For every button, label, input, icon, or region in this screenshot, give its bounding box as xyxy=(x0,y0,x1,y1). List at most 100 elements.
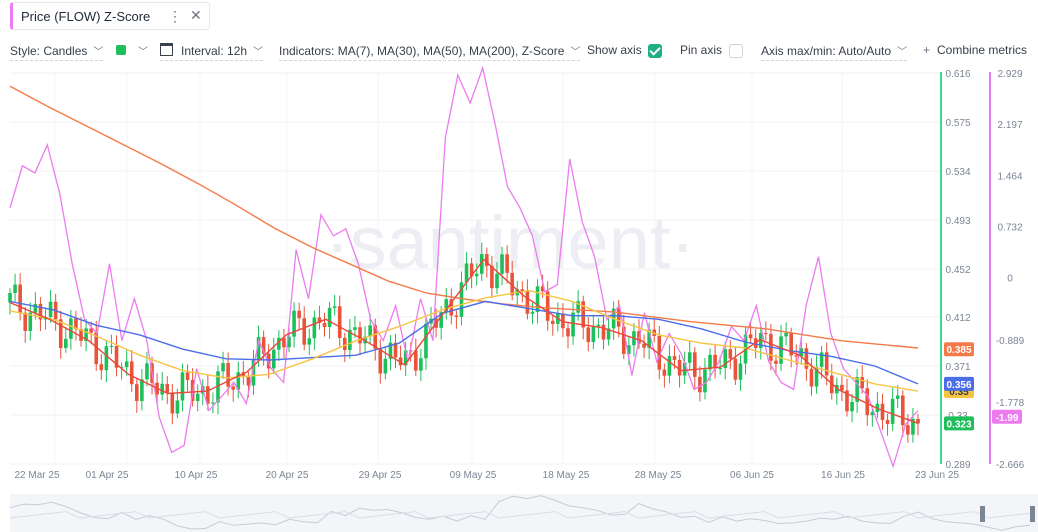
price-tick-label: 0.493 xyxy=(945,216,970,227)
axis-maxmin-dropdown[interactable]: Axis max/min: Auto/Auto ﹀ xyxy=(761,43,908,61)
zscore-tick-label: -2.666 xyxy=(996,460,1025,471)
candle-body xyxy=(135,384,139,402)
navigator-background xyxy=(10,494,1038,532)
candle-body xyxy=(454,315,459,317)
candle-body xyxy=(840,384,844,391)
candle-body xyxy=(348,329,352,351)
candle-body xyxy=(535,286,540,312)
value-badge-zscore-text: -1.99 xyxy=(996,413,1019,424)
interval-dropdown[interactable]: Interval: 12h ﹀ xyxy=(160,43,264,61)
zscore-tick-label: -0.889 xyxy=(996,336,1025,347)
value-badge-zscore xyxy=(992,409,1022,424)
candle-body xyxy=(916,418,920,424)
candle-body xyxy=(545,291,550,321)
candle-body xyxy=(865,388,870,416)
candle-body xyxy=(388,342,393,359)
candle-body xyxy=(317,317,322,323)
candle-body xyxy=(236,372,241,390)
candle-body xyxy=(261,337,266,354)
zscore-tick-label: 2.197 xyxy=(997,120,1022,131)
candle-body xyxy=(561,313,565,329)
candle-body xyxy=(13,284,17,294)
candle-body xyxy=(444,299,449,313)
candle-body xyxy=(185,372,190,381)
candle-body xyxy=(855,377,859,402)
candle-body xyxy=(206,386,210,404)
navigator[interactable] xyxy=(9,494,1038,532)
pin-axis-checkbox[interactable] xyxy=(729,44,743,58)
indicators-dropdown[interactable]: Indicators: MA(7), MA(30), MA(50), MA(20… xyxy=(279,43,581,61)
chart-toolbar: Style: Candles ﹀ ﹀ Interval: 12h ﹀ Indicat… xyxy=(0,40,1038,62)
candle-body xyxy=(748,334,753,339)
candle-body xyxy=(647,329,651,348)
candle-body xyxy=(576,301,580,313)
candle-body xyxy=(672,356,677,360)
candle-body xyxy=(677,359,682,376)
candle-body xyxy=(160,383,164,395)
candle-body xyxy=(845,390,849,412)
candle-body xyxy=(165,383,170,393)
candle-body xyxy=(895,395,900,399)
candle-body xyxy=(510,272,514,296)
candle-body xyxy=(398,357,403,366)
x-axis-label: 01 Apr 25 xyxy=(86,470,129,481)
santiment-watermark: ·santiment· xyxy=(325,201,695,284)
candle-body xyxy=(824,352,829,376)
candle-body xyxy=(616,308,621,327)
price-tick-label: 0.452 xyxy=(945,265,970,276)
show-axis-label: Show axis xyxy=(587,43,642,57)
candle-body xyxy=(835,384,839,394)
candle-body xyxy=(424,323,428,359)
x-axis-label: 29 Apr 25 xyxy=(359,470,402,481)
price-chart[interactable]: ·santiment· 0.616 0.575 0.534 0.493 0.452 0.4… xyxy=(0,62,1038,532)
candle-body xyxy=(63,338,68,348)
value-badge-ma30-text: 0.35 xyxy=(949,387,969,398)
price-tick-label: 0.412 xyxy=(945,313,970,324)
color-swatch[interactable] xyxy=(116,45,126,55)
candle-body xyxy=(358,327,362,344)
candle-body xyxy=(373,325,378,349)
candle-body xyxy=(353,327,357,330)
candle-body xyxy=(327,307,332,328)
style-label: Style: Candles xyxy=(10,44,88,58)
candle-body xyxy=(271,349,276,369)
candle-body xyxy=(703,369,707,393)
navigator-handle[interactable] xyxy=(1030,506,1035,522)
candle-body xyxy=(69,318,73,339)
combine-metrics-button[interactable]: + Combine metrics xyxy=(923,43,1027,59)
series-line-ma-30- xyxy=(9,289,919,392)
chevron-down-icon: ﹀ xyxy=(570,47,581,58)
candle-body xyxy=(880,403,885,420)
candle-body xyxy=(79,329,83,341)
price-tick-label: 0.575 xyxy=(945,118,970,129)
candle-body xyxy=(571,312,575,337)
candle-body xyxy=(789,332,793,356)
show-axis-checkbox[interactable] xyxy=(648,44,662,58)
candle-body xyxy=(464,263,469,283)
close-icon[interactable]: ✕ xyxy=(190,7,202,23)
candle-body xyxy=(469,263,474,277)
candle-body xyxy=(459,282,464,317)
metric-tab-title: Price (FLOW) Z-Score xyxy=(21,8,151,24)
candle-body xyxy=(728,349,733,359)
candle-body xyxy=(479,254,484,274)
candle-body xyxy=(337,306,342,338)
metric-tab[interactable]: Price (FLOW) Z-Score ⋮ ✕ xyxy=(10,2,210,30)
zscore-tick-label: 0 xyxy=(1007,274,1013,285)
pin-axis-label: Pin axis xyxy=(680,43,723,57)
value-badge-price-text: 0.323 xyxy=(946,419,971,430)
candle-body xyxy=(860,377,865,389)
candle-body xyxy=(368,325,372,337)
candle-body xyxy=(814,366,819,387)
candle-body xyxy=(530,311,535,314)
vertical-dots-icon[interactable]: ⋮ xyxy=(168,8,182,24)
navigator-handle[interactable] xyxy=(980,506,985,522)
candle-body xyxy=(378,348,383,374)
candle-body xyxy=(621,326,626,354)
candle-body xyxy=(140,379,144,402)
candle-body xyxy=(8,293,12,303)
style-dropdown[interactable]: Style: Candles ﹀ xyxy=(10,43,104,61)
candle-body xyxy=(698,376,702,393)
color-dropdown-chevron-icon[interactable]: ﹀ xyxy=(138,47,148,58)
candle-body xyxy=(302,318,307,345)
